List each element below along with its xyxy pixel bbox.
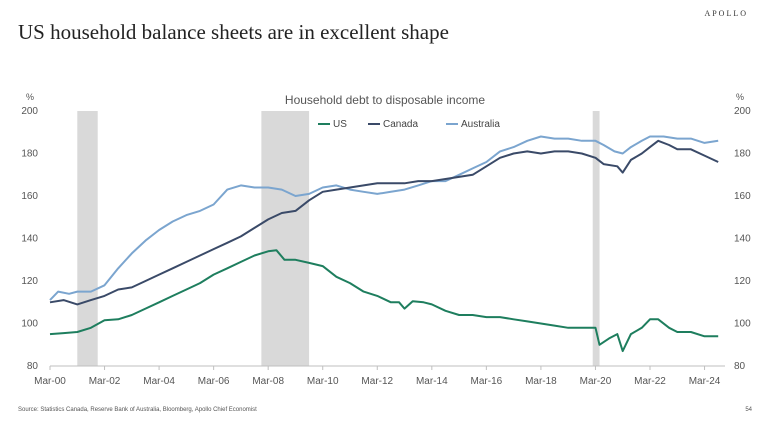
recession-band-2 bbox=[592, 111, 600, 366]
legend-label-canada: Canada bbox=[383, 119, 418, 130]
page-title: US household balance sheets are in excel… bbox=[18, 20, 449, 44]
series-line-australia bbox=[49, 135, 719, 301]
legend: US Canada Australia bbox=[318, 119, 500, 130]
y-tick-right-200: 200 bbox=[734, 106, 751, 117]
chart-title: Household debt to disposable income bbox=[285, 93, 485, 107]
x-tick-Mar-20: Mar-20 bbox=[580, 376, 612, 387]
y-tick-right-140: 140 bbox=[734, 234, 751, 245]
brand-logo: APOLLO bbox=[704, 9, 748, 18]
x-tick-Mar-12: Mar-12 bbox=[361, 376, 393, 387]
y-axis-unit-right: % bbox=[736, 92, 744, 102]
y-tick-right-80: 80 bbox=[734, 361, 746, 372]
x-tick-Mar-16: Mar-16 bbox=[471, 376, 503, 387]
page-number: 54 bbox=[745, 407, 752, 413]
x-tick-Mar-24: Mar-24 bbox=[689, 376, 721, 387]
axes: 80 80 100 100 120 120 140 140 160 160 180 180 200 200… bbox=[21, 106, 751, 387]
y-tick-left-140: 140 bbox=[21, 234, 38, 245]
y-tick-left-120: 120 bbox=[21, 276, 38, 287]
y-tick-right-120: 120 bbox=[734, 276, 751, 287]
x-tick-Mar-00: Mar-00 bbox=[34, 376, 66, 387]
series-lines bbox=[49, 135, 719, 353]
x-tick-Mar-04: Mar-04 bbox=[143, 376, 175, 387]
recession-band-0 bbox=[77, 111, 98, 366]
y-tick-right-100: 100 bbox=[734, 319, 751, 330]
legend-label-us: US bbox=[333, 119, 347, 130]
x-tick-Mar-22: Mar-22 bbox=[634, 376, 666, 387]
recession-shading bbox=[77, 111, 600, 366]
x-tick-Mar-02: Mar-02 bbox=[89, 376, 121, 387]
y-axis-unit-left: % bbox=[26, 92, 34, 102]
x-tick-Mar-14: Mar-14 bbox=[416, 376, 448, 387]
series-line-us bbox=[49, 249, 719, 353]
y-tick-left-200: 200 bbox=[21, 106, 38, 117]
recession-band-1 bbox=[261, 111, 310, 366]
source-note: Source: Statistics Canada, Reserve Bank … bbox=[18, 407, 257, 413]
x-tick-Mar-10: Mar-10 bbox=[307, 376, 339, 387]
x-tick-Mar-08: Mar-08 bbox=[252, 376, 284, 387]
y-tick-right-160: 160 bbox=[734, 191, 751, 202]
y-tick-left-80: 80 bbox=[27, 361, 39, 372]
x-tick-Mar-06: Mar-06 bbox=[198, 376, 230, 387]
legend-label-australia: Australia bbox=[461, 119, 500, 130]
y-tick-left-180: 180 bbox=[21, 149, 38, 160]
y-tick-right-180: 180 bbox=[734, 149, 751, 160]
y-tick-left-100: 100 bbox=[21, 319, 38, 330]
series-line-canada bbox=[49, 139, 719, 306]
x-tick-Mar-18: Mar-18 bbox=[525, 376, 557, 387]
y-tick-left-160: 160 bbox=[21, 191, 38, 202]
